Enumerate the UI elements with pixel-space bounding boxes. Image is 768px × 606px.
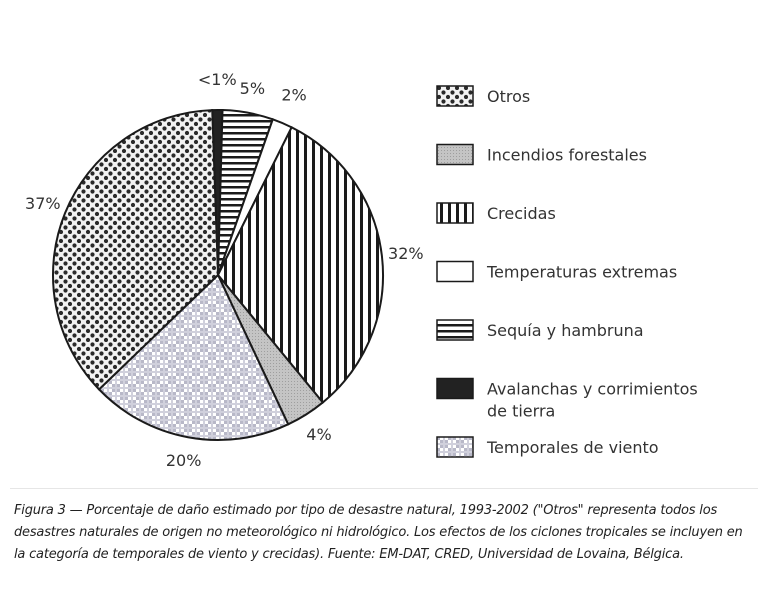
- legend-label-crecidas: Crecidas: [487, 204, 556, 223]
- slice-value-label-incendios-forestales: 4%: [306, 425, 331, 444]
- legend: Otros Incendios forestales Crecidas Tempera…: [436, 85, 698, 458]
- slice-value-label-avalanchas-y-corrimientos-de-tierra: <1%: [198, 70, 237, 89]
- pie-slice-crecidas: [216, 126, 384, 404]
- legend-swatch-otros: [436, 85, 474, 107]
- legend-swatch-temperaturas-extremas: [436, 260, 474, 283]
- figure-caption: Figura 3 — Porcentaje de daño estimado p…: [14, 503, 743, 562]
- legend-swatch-incendios-forestales: [436, 143, 474, 166]
- legend-label-temporales-de-viento: Temporales de viento: [486, 438, 659, 457]
- slice-value-label-otros: 37%: [25, 194, 61, 213]
- slice-value-label-sequia-y-hambruna: 5%: [240, 79, 265, 98]
- pie-slices: [52, 109, 384, 441]
- pie-chart: <1% 5% 2% 32% 4% 20% 37% Otros Incendios forest…: [25, 70, 698, 470]
- legend-label-otros: Otros: [487, 87, 530, 106]
- slice-value-label-crecidas: 32%: [388, 244, 424, 263]
- caption-divider: [10, 488, 758, 489]
- slice-value-label-temporales-de-viento: 20%: [166, 451, 202, 470]
- legend-swatch-sequia-y-hambruna: [436, 319, 474, 341]
- legend-swatch-avalanchas-y-corrimientos-de-tierra: [436, 377, 474, 400]
- legend-label-avalanchas-y-corrimientos-de-tierra: Avalanchas y corrimientos de tierra: [487, 380, 698, 421]
- legend-swatch-temporales-de-viento: [436, 436, 474, 458]
- legend-label-incendios-forestales: Incendios forestales: [487, 146, 647, 165]
- legend-swatch-crecidas: [436, 202, 474, 224]
- slice-value-label-temperaturas-extremas: 2%: [281, 85, 306, 104]
- pie-slice-otros: [52, 109, 220, 391]
- legend-label-temperaturas-extremas: Temperaturas extremas: [486, 263, 677, 282]
- pie-slice-labels: <1% 5% 2% 32% 4% 20% 37%: [25, 70, 424, 470]
- legend-label-sequia-y-hambruna: Sequía y hambruna: [487, 321, 644, 340]
- pie-slice-temporales-de-viento: [97, 273, 290, 441]
